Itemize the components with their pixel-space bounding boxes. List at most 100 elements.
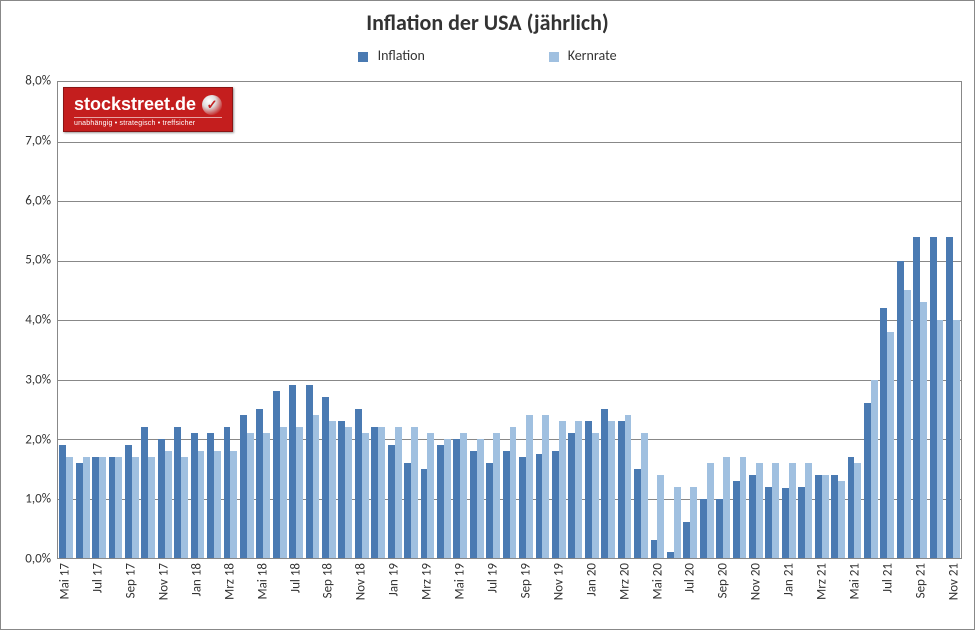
bar-group: [304, 82, 320, 558]
bar-kernrate: [871, 380, 878, 559]
bar-inflation: [897, 261, 904, 559]
bar-kernrate: [263, 433, 270, 558]
bar-kernrate: [559, 421, 566, 558]
bar-inflation: [371, 427, 378, 558]
x-tick-label: Nov 20: [749, 563, 764, 600]
x-label-slot: [600, 559, 616, 629]
bar-inflation: [338, 421, 345, 558]
x-tick-label: Jul 18: [288, 563, 303, 593]
legend-label-kernrate: Kernrate: [568, 47, 617, 64]
bar-kernrate: [83, 457, 90, 558]
x-tick-label: Nov 18: [354, 563, 369, 600]
bar-inflation: [109, 457, 116, 558]
y-tick-label: 5,0%: [25, 253, 51, 268]
bar-kernrate: [526, 415, 533, 558]
x-tick-label: Sep 19: [518, 563, 533, 598]
x-label-slot: Nov 20: [748, 559, 764, 629]
bar-inflation: [306, 385, 313, 558]
bar-kernrate: [230, 451, 237, 558]
bar-kernrate: [313, 415, 320, 558]
x-label-slot: Sep 17: [123, 559, 139, 629]
bar-kernrate: [937, 320, 944, 558]
x-tick-label: Sep 18: [321, 563, 336, 598]
bar-inflation: [618, 421, 625, 558]
x-label-slot: [830, 559, 846, 629]
bar-kernrate: [542, 415, 549, 558]
bar-group: [748, 82, 764, 558]
bar-group: [370, 82, 386, 558]
x-label-slot: Sep 20: [715, 559, 731, 629]
x-label-slot: Jan 19: [386, 559, 402, 629]
bar-group: [666, 82, 682, 558]
x-label-slot: Mrz 21: [814, 559, 830, 629]
bar-inflation: [125, 445, 132, 558]
x-label-slot: Nov 17: [156, 559, 172, 629]
bar-group: [731, 82, 747, 558]
x-axis-labels: Mai 17Jul 17Sep 17Nov 17Jan 18Mrz 18Mai …: [57, 559, 962, 629]
chart-container: Inflation der USA (jährlich) Inflation K…: [0, 0, 975, 630]
x-tick-label: Mai 19: [453, 563, 468, 599]
bar-inflation: [864, 403, 871, 558]
y-tick-label: 8,0%: [25, 74, 51, 89]
x-label-slot: Jul 17: [90, 559, 106, 629]
bar-inflation: [322, 397, 329, 558]
bar-inflation: [503, 451, 510, 558]
x-label-slot: [896, 559, 912, 629]
y-tick-label: 6,0%: [25, 193, 51, 208]
bar-inflation: [568, 433, 575, 558]
bar-group: [173, 82, 189, 558]
x-label-slot: Jan 18: [189, 559, 205, 629]
bar-group: [337, 82, 353, 558]
bar-inflation: [700, 499, 707, 559]
x-tick-label: Mrz 19: [420, 563, 435, 600]
bar-kernrate: [904, 290, 911, 558]
bar-group: [813, 82, 829, 558]
x-label-slot: Mai 20: [649, 559, 665, 629]
bar-kernrate: [690, 487, 697, 558]
bar-inflation: [733, 481, 740, 558]
legend-swatch-inflation: [358, 52, 368, 62]
bar-inflation: [273, 391, 280, 558]
x-tick-label: Jul 17: [91, 563, 106, 593]
x-label-slot: [205, 559, 221, 629]
bar-group: [698, 82, 714, 558]
x-label-slot: [271, 559, 287, 629]
bar-group: [863, 82, 879, 558]
x-label-slot: Mai 19: [452, 559, 468, 629]
bar-inflation: [207, 433, 214, 558]
bar-inflation: [765, 487, 772, 558]
bar-kernrate: [345, 427, 352, 558]
x-label-slot: [370, 559, 386, 629]
bar-inflation: [749, 475, 756, 558]
y-tick-label: 3,0%: [25, 372, 51, 387]
bar-group: [896, 82, 912, 558]
bar-group: [140, 82, 156, 558]
bar-kernrate: [427, 433, 434, 558]
x-tick-label: Sep 17: [124, 563, 139, 598]
x-label-slot: [633, 559, 649, 629]
bar-group: [682, 82, 698, 558]
bar-inflation: [470, 451, 477, 558]
bar-inflation: [240, 415, 247, 558]
bar-group: [403, 82, 419, 558]
bar-group: [633, 82, 649, 558]
bar-inflation: [913, 237, 920, 558]
logo-main-text: stockstreet.de: [74, 94, 196, 115]
bar-kernrate: [132, 457, 139, 558]
bar-group: [600, 82, 616, 558]
bar-inflation: [388, 445, 395, 558]
bar-group: [616, 82, 632, 558]
x-label-slot: [534, 559, 550, 629]
x-label-slot: [699, 559, 715, 629]
x-tick-label: Jul 21: [880, 563, 895, 593]
legend: Inflation Kernrate: [1, 36, 974, 71]
x-tick-label: Mai 20: [650, 563, 665, 599]
bar-kernrate: [395, 427, 402, 558]
bar-group: [715, 82, 731, 558]
bar-kernrate: [707, 463, 714, 558]
x-label-slot: [797, 559, 813, 629]
y-tick-label: 7,0%: [25, 133, 51, 148]
bar-group: [551, 82, 567, 558]
bar-kernrate: [115, 457, 122, 558]
bar-kernrate: [214, 451, 221, 558]
